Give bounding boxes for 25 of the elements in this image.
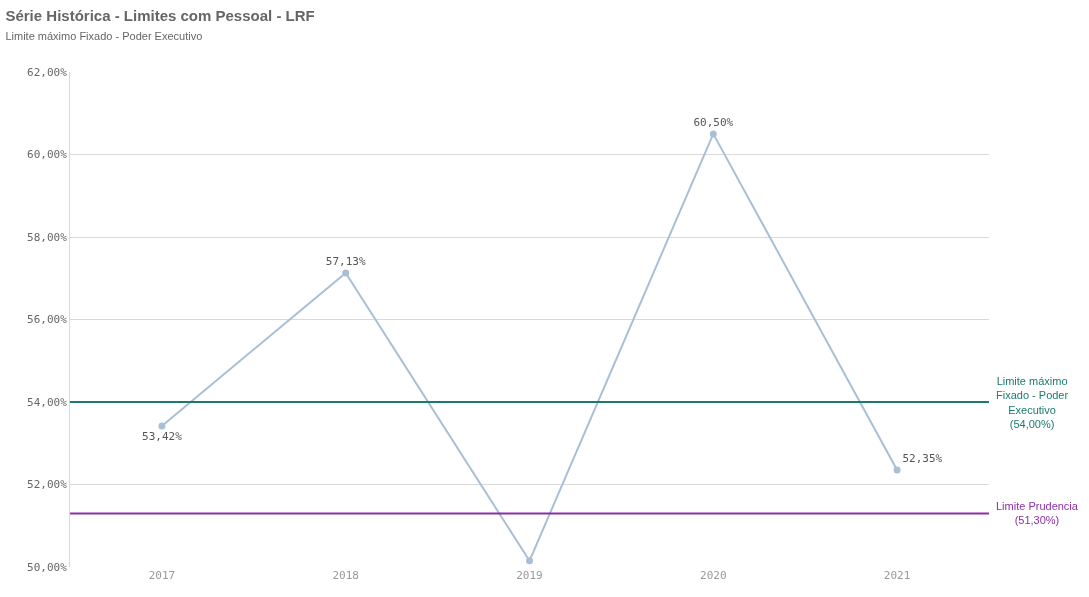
- y-tick-label: 60,00%: [27, 148, 68, 162]
- y-tick-label: 52,00%: [27, 478, 68, 492]
- point: [342, 269, 350, 277]
- chart-title: Série Histórica - Limites com Pessoal - LRF: [5, 6, 315, 24]
- ref-line-label: Limite máximo Fixado - Poder Executivo (54,00%): [996, 375, 1069, 430]
- x-tick-label: 2019: [516, 569, 543, 582]
- x-tick-label: 2020: [700, 569, 727, 582]
- ref-line-label: Limite Prudencia (51,30%): [996, 500, 1079, 527]
- y-tick-label: 54,00%: [27, 395, 68, 409]
- chart-subtitle: Limite máximo Fixado - Poder Executivo: [5, 30, 203, 43]
- data-label: 53,42%: [142, 429, 183, 443]
- point: [709, 130, 717, 138]
- data-label: 52,35%: [902, 451, 943, 465]
- y-tick-label: 56,00%: [27, 313, 68, 327]
- x-tick-label: 2017: [148, 569, 176, 582]
- point: [893, 466, 901, 474]
- y-tick-label: 58,00%: [27, 230, 68, 244]
- x-tick-label: 2021: [883, 569, 911, 582]
- y-tick-label: 50,00%: [27, 560, 68, 574]
- point: [526, 557, 533, 565]
- x-tick-label: 2018: [332, 569, 359, 582]
- data-label: 57,13%: [325, 254, 366, 268]
- point: [158, 422, 166, 430]
- y-tick-label: 62,00%: [27, 65, 68, 79]
- data-label: 60,50%: [693, 115, 734, 129]
